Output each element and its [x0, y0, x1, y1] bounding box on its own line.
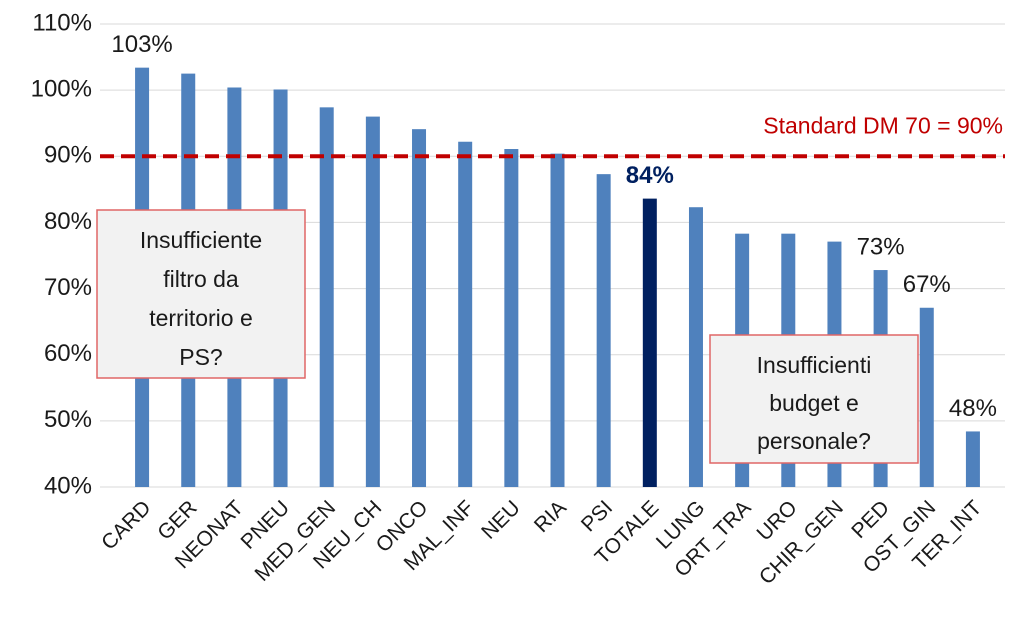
bar	[412, 129, 427, 487]
annotation-text: personale?	[757, 428, 871, 454]
data-label: 84%	[626, 162, 674, 189]
y-tick-label: 100%	[31, 75, 92, 102]
y-tick-label: 50%	[44, 406, 92, 433]
data-label: 67%	[903, 271, 951, 298]
x-tick-label: CARD	[97, 496, 155, 554]
x-tick-label: PSI	[577, 496, 617, 536]
data-label: 48%	[949, 395, 997, 422]
bar	[550, 153, 565, 487]
data-label: 73%	[857, 233, 905, 260]
annotation-text: budget e	[769, 390, 859, 416]
bar	[919, 307, 934, 487]
annotation-box	[96, 209, 306, 379]
annotation-box	[709, 334, 919, 464]
bar	[504, 149, 519, 487]
bar	[596, 174, 611, 487]
bar	[642, 198, 657, 488]
bar	[458, 141, 473, 487]
annotation-text: filtro da	[163, 266, 239, 292]
y-tick-label: 60%	[44, 340, 92, 367]
bar	[319, 107, 334, 487]
bar	[688, 207, 703, 488]
bar	[965, 431, 980, 487]
y-tick-label: 90%	[44, 142, 92, 169]
x-tick-label: NEU	[477, 496, 525, 544]
y-tick-label: 110%	[32, 9, 92, 36]
bar	[365, 116, 380, 487]
annotation-text: Insufficienti	[757, 352, 872, 378]
y-tick-label: 40%	[44, 472, 92, 499]
data-label: 103%	[111, 31, 172, 58]
x-tick-label: RIA	[530, 496, 571, 537]
annotation-text: territorio e	[149, 305, 253, 331]
annotation-text: Insufficiente	[140, 227, 262, 253]
annotation-text: PS?	[179, 344, 222, 370]
y-tick-label: 80%	[44, 208, 92, 235]
reference-label: Standard DM 70 = 90%	[763, 112, 1003, 138]
y-tick-label: 70%	[44, 274, 92, 301]
